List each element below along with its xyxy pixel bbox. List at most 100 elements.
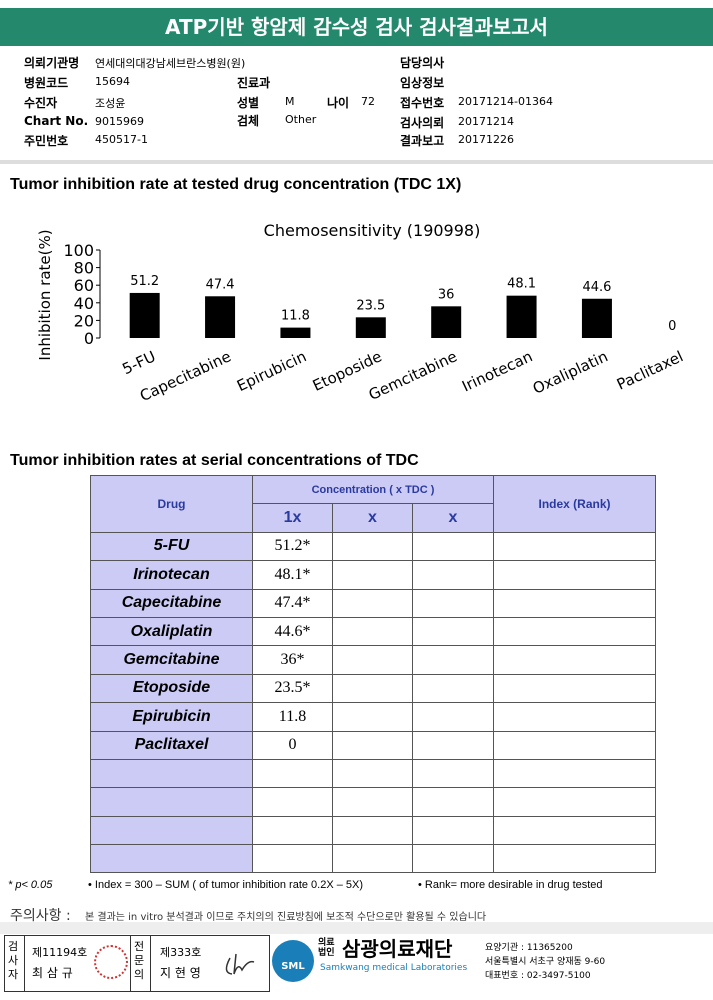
divider [0,160,713,164]
empty-cell [332,815,413,846]
header-cell: x [332,503,413,533]
drug-cell: 5-FU [90,531,253,562]
info-label: 담당의사 [400,56,445,70]
footnote: * p< 0.05 [8,879,53,891]
y-tick-label: 80 [74,259,94,278]
y-axis-label: Inhibition rate(%) [36,229,54,360]
info-label: 병원코드 [24,76,69,90]
empty-cell [332,560,413,590]
info-value: 9015969 [95,115,144,128]
info-value: 450517-1 [95,133,148,146]
footnote: • Rank= more desirable in drug tested [418,879,603,891]
org-name: 삼광의료재단 [342,937,453,961]
drug-cell: Etoposide [90,673,253,704]
divider [150,935,151,991]
value-label: 36 [438,287,455,302]
x-tick-label: Paclitaxel [614,347,686,393]
y-tick-label: 20 [74,311,94,330]
info-label: 성별 [237,96,260,110]
empty-cell [493,844,656,874]
report-title: ATP기반 항암제 감수성 검사 검사결과보고서 [0,8,713,46]
footnote: • Index = 300 – SUM ( of tumor inhibitio… [88,879,364,891]
empty-cell [252,815,333,846]
bar [431,306,462,338]
table-row: Irinotecan 48.1* [90,560,656,590]
empty-cell [252,787,333,817]
table-row: Paclitaxel 0 [90,730,656,760]
y-tick-label: 100 [63,241,94,260]
empty-cell [493,560,656,590]
info-value: 20171214-01364 [458,95,553,108]
divider [0,922,713,934]
table-row [90,758,656,789]
logo: SML [272,940,314,982]
notice-label: 주의사항 : [10,908,71,924]
empty-cell [252,844,333,874]
table-row [90,815,656,846]
drug-cell: Irinotecan [90,560,253,590]
table-row [90,844,656,874]
empty-cell [412,531,494,562]
bar [506,295,537,338]
value-cell: 51.2* [252,531,333,562]
x-tick-label: Irinotecan [459,347,535,395]
org-address: 서울특별시 서초구 양재동 9-60 [485,957,606,967]
tester-no: 제11194호 [32,946,88,959]
value-label: 48.1 [507,277,536,292]
value-label: 23.5 [356,298,385,313]
empty-cell [90,844,253,874]
empty-cell [332,645,413,675]
signature-box [4,935,270,992]
empty-cell [493,588,656,618]
empty-cell [90,787,253,817]
x-tick-label: Oxaliplatin [530,347,611,397]
divider [130,935,131,991]
bar [280,327,311,338]
empty-cell [493,815,656,846]
info-value: M [285,95,295,108]
info-value: 연세대의대강남세브란스병원(원) [95,57,246,70]
info-label: Chart No. [24,114,89,128]
empty-cell [332,758,413,789]
x-tick-label: Epirubicin [234,347,309,395]
empty-cell [332,588,413,618]
info-label: 진료과 [237,76,271,90]
info-value: 조성윤 [95,97,126,110]
empty-cell [412,815,494,846]
header-cell: Drug [90,475,253,533]
header-cell: Concentration ( x TDC ) [252,474,494,505]
tester-name: 최 삼 규 [32,966,73,980]
empty-cell [90,815,253,846]
bar [129,292,160,338]
info-label: 검체 [237,114,260,128]
table-row: Etoposide 23.5* [90,673,656,704]
chart: Chemosensitivity (190998) Inhibition rate… [36,221,686,405]
value-cell: 11.8 [252,702,333,732]
bar [205,296,236,338]
empty-cell [412,730,494,760]
table-row: 5-FU 51.2* [90,531,656,562]
info-value: 20171214 [458,115,514,128]
value-label: 44.6 [582,280,611,295]
empty-cell [412,560,494,590]
table-row: Oxaliplatin 44.6* [90,616,656,647]
drug-cell: Gemcitabine [90,645,253,675]
value-cell: 48.1* [252,560,333,590]
table-row: Gemcitabine 36* [90,645,656,675]
result-table: Drug Concentration ( x TDC ) Index (Rank… [90,474,656,874]
doctor-name: 지 현 영 [160,966,201,980]
org-code: 요양기관 : 11365200 [485,943,573,953]
table-row [90,787,656,817]
bar [581,298,612,338]
header-cell: 1x [252,503,333,533]
empty-cell [412,588,494,618]
value-cell: 44.6* [252,616,333,647]
bar [355,317,386,338]
empty-cell [493,758,656,789]
empty-cell [332,702,413,732]
info-label: 결과보고 [400,134,445,148]
info-label: 수진자 [24,96,58,110]
section-title: Tumor inhibition rates at serial concent… [10,452,419,469]
empty-cell [90,758,253,789]
